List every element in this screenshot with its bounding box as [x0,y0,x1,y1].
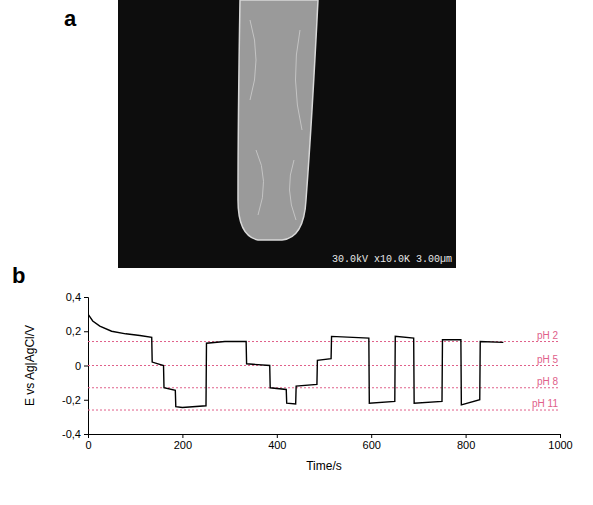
y-tick-mark [84,400,88,401]
y-tick-label: -0,4 [62,428,81,440]
x-tick-label: 600 [363,439,381,451]
annotations: pH 2 pH 5 pH 8 pH 11 [532,330,558,410]
x-tick-label: 200 [174,439,192,451]
reference-line [88,365,560,366]
x-tick: 400 [268,434,286,451]
figure: 30.0kV x10.0K 3.00µm a b 0 200 400 600 800 1000 -… [0,0,593,505]
y-tick-label: 0,4 [66,291,81,303]
x-tick-mark [371,434,372,438]
sem-image [118,0,456,268]
y-tick-label: 0 [75,360,81,372]
x-tick-label: 400 [268,439,286,451]
y-tick-label: 0,2 [66,325,81,337]
sem-probe [238,0,318,240]
y-tick: 0,4 [66,291,88,303]
x-axis-line [89,435,561,439]
reference-line [88,387,560,388]
x-axis: 0 200 400 600 800 1000 [85,434,572,451]
x-tick: 1000 [548,434,572,451]
y-tick: -0,2 [62,394,88,406]
sem-probe-texture [250,20,302,220]
x-tick-label: 0 [85,439,91,451]
x-axis-title: Time/s [306,459,342,473]
reference-line [88,410,560,411]
data-line [88,314,503,407]
y-axis-title: E vs Ag|AgCl/V [23,325,37,406]
x-tick-mark [182,434,183,438]
y-tick: -0,4 [62,428,88,440]
y-tick-mark [84,434,88,435]
panel-a: 30.0kV x10.0K 3.00µm [118,0,456,268]
x-tick: 0 [85,434,91,451]
x-tick: 200 [174,434,192,451]
x-tick: 600 [363,434,381,451]
panel-letter: a [64,6,77,31]
y-tick: 0,2 [66,325,88,337]
y-axis: -0,4 -0,2 0 0,2 0,4 [62,291,88,440]
reference-label: pH 5 [537,354,559,365]
panel-letter: b [12,263,25,288]
y-tick-mark [84,331,88,332]
x-tick: 800 [457,434,475,451]
y-tick-label: -0,2 [62,394,81,406]
sem-caption: 30.0kV x10.0K 3.00µm [332,254,452,265]
x-tick-label: 1000 [548,439,572,451]
x-tick-mark [466,434,467,438]
y-tick-mark [84,297,88,298]
plot-area [88,314,560,410]
x-tick-mark [560,434,561,438]
y-axis-line [84,298,89,435]
x-tick-label: 800 [457,439,475,451]
y-tick: 0 [75,360,88,372]
x-tick-mark [277,434,278,438]
reference-label: pH 2 [537,330,559,341]
reference-label: pH 11 [532,398,558,409]
y-tick-mark [84,366,88,367]
reference-label: pH 8 [537,376,559,387]
